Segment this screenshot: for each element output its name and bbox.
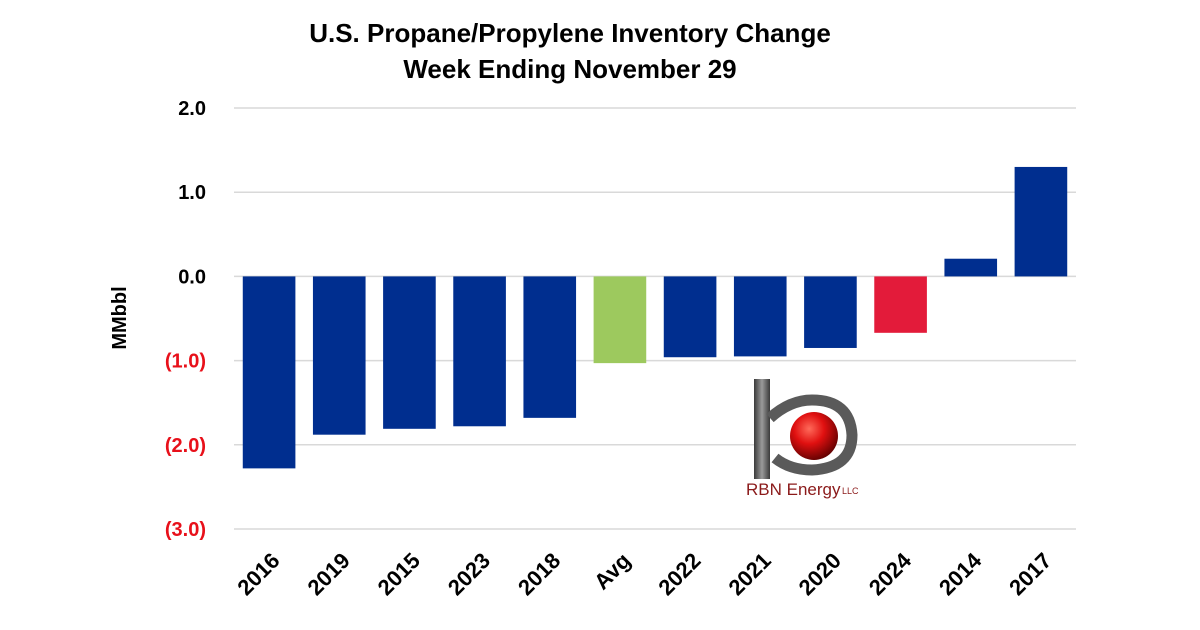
logo-red-ball — [790, 412, 838, 460]
bar-2015 — [383, 276, 436, 429]
bar-2019 — [312, 276, 366, 435]
bar-2022 — [663, 276, 717, 358]
y-axis-label: MMbbl — [109, 286, 131, 349]
x-tick-label: 2015 — [373, 548, 425, 600]
bar-2024 — [874, 276, 927, 333]
x-tick-label: 2023 — [443, 548, 495, 600]
x-tick-label: 2022 — [653, 548, 705, 600]
x-tick-label: 2021 — [723, 548, 775, 600]
x-tick-label: 2018 — [513, 548, 565, 600]
bar-avg — [593, 276, 647, 364]
bar-2014 — [944, 258, 998, 277]
logo-pipe-loop — [766, 394, 858, 476]
bar-2017 — [1014, 166, 1068, 277]
bar-2021 — [733, 276, 787, 357]
y-tick-label: (2.0) — [165, 435, 206, 457]
x-tick-label: 2017 — [1004, 548, 1056, 600]
y-tick-label: (1.0) — [165, 351, 206, 373]
x-tick-label: 2020 — [794, 548, 846, 600]
x-tick-label: 2024 — [864, 547, 917, 600]
x-axis-ticks: 2016 2019 2015 2023 2018 Avg 2022 2021 2020 2024 2… — [232, 547, 1056, 600]
y-tick-label: 2.0 — [178, 98, 206, 120]
gridlines — [234, 107, 1076, 530]
y-tick-label: 0.0 — [178, 266, 206, 288]
y-axis-ticks: 2.0 1.0 0.0 (1.0) (2.0) (3.0) — [165, 98, 206, 541]
logo-llc: LLC — [842, 486, 859, 496]
bar-2020 — [804, 276, 857, 348]
x-tick-label: 2019 — [302, 548, 354, 600]
logo-text: RBN Energy — [746, 480, 841, 499]
bar-2016 — [242, 276, 296, 469]
y-tick-label: 1.0 — [178, 182, 206, 204]
x-tick-label: 2016 — [232, 548, 284, 600]
rbn-energy-logo: RBN Energy LLC — [746, 379, 859, 499]
chart-title: U.S. Propane/Propylene Inventory Change — [309, 18, 831, 48]
y-tick-label: (3.0) — [165, 519, 206, 541]
x-tick-label: Avg — [589, 548, 635, 594]
chart-subtitle: Week Ending November 29 — [403, 54, 736, 84]
bars — [242, 166, 1068, 469]
bar-2018 — [523, 276, 577, 418]
bar-2023 — [453, 276, 506, 427]
logo-pipe-stem — [754, 379, 770, 479]
x-tick-label: 2014 — [934, 547, 987, 600]
